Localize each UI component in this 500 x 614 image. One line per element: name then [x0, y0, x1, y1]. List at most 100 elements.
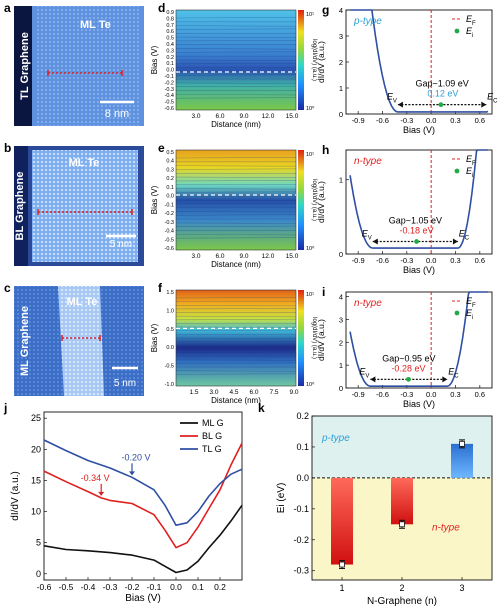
ei-value: 0.12 eV	[427, 89, 458, 99]
y-tick-label: 25	[31, 413, 41, 423]
y-tick-label: 0.1	[166, 61, 174, 67]
y-tick-label: -0.6	[165, 246, 174, 252]
panel-a: a ML Te TL Graphene 8 nm	[4, 1, 144, 126]
panel-letter: a	[4, 1, 11, 15]
y-tick-label: 0.5	[166, 327, 174, 333]
y-tick-label: 0.7	[166, 23, 174, 29]
y-tick-label: 0.4	[166, 42, 174, 48]
ei-value: -0.18 eV	[400, 226, 434, 236]
y-tick-label: -0.2	[165, 80, 174, 86]
y-tick-label: -0.2	[165, 211, 174, 217]
y-tick-label: 2	[339, 338, 343, 347]
spectrum-curve	[350, 9, 489, 113]
colorbar	[298, 290, 304, 386]
x-tick-label: 1.5	[189, 389, 198, 396]
legend-ef: EF	[466, 14, 476, 27]
x-tick-label: -0.3	[400, 256, 413, 265]
substrate-label: BL Graphene	[14, 172, 26, 241]
data-point	[459, 440, 465, 447]
scale-label: 5 nm	[110, 239, 132, 250]
bar-n2	[391, 477, 413, 525]
x-tick-label: -0.1	[147, 582, 162, 592]
x-tick-label: 0.3	[450, 390, 460, 399]
x-tick-label: -0.6	[376, 116, 389, 125]
x-tick-label: -0.6	[376, 390, 389, 399]
x-axis-label: Bias (V)	[403, 265, 435, 275]
colorbar-min: 10⁰	[306, 105, 315, 112]
legend-entry: ML G	[202, 418, 224, 428]
colorbar	[298, 150, 304, 250]
x-axis-label: Bias (V)	[403, 399, 435, 409]
panel-b: b ML Te BL Graphene 5 nm	[4, 141, 144, 266]
legend-ef: EF	[466, 296, 476, 309]
intrinsic-level-marker	[406, 376, 411, 382]
ev-label: EV	[359, 366, 369, 379]
y-tick-label: 1	[339, 361, 343, 370]
data-point	[399, 521, 405, 528]
y-tick-label: 0.2	[296, 411, 309, 421]
x-tick-label: 3.0	[191, 253, 200, 260]
dIdV-spectra: g 0 1 2 3 4 -0.9 -0.6 -0.3 0.0 0.3 0.6 Bias (V) dI/dV…	[316, 3, 498, 409]
plot-frame	[345, 149, 493, 255]
x-tick-label: -0.3	[103, 582, 118, 592]
x-tick-label: 3.0	[209, 389, 218, 396]
colorbar-max: 10¹	[306, 152, 314, 158]
y-tick-label: 0.6	[166, 29, 174, 35]
gap-value: Gap~0.95 eV	[382, 353, 435, 363]
substrate-label: TL Graphene	[19, 32, 31, 100]
y-tick-label: 0.3	[166, 167, 174, 173]
y-tick-label: 0	[339, 384, 343, 393]
y-tick-label: -0.5	[165, 364, 174, 370]
x-tick-label: -0.9	[352, 390, 365, 399]
doping-type-label: n-type	[354, 156, 382, 167]
panel-g: g 0 1 2 3 4 -0.9 -0.6 -0.3 0.0 0.3 0.6 Bias (V) dI/dV…	[316, 3, 498, 135]
x-axis-label: Distance (nm)	[211, 120, 261, 129]
panel-d: d 0.90.80.70.60.50.40.30.20.10.0-0.1-0.2-…	[150, 1, 317, 129]
data-point	[339, 561, 345, 568]
panel-f: f 1.51.00.50.0-0.5-1.01.5 3.0 4.5 6.0 7.5 9.0D…	[150, 281, 317, 405]
x-tick-label: 0.3	[450, 256, 460, 265]
y-tick-label: 5	[36, 538, 41, 548]
legend-ei: Ei	[466, 166, 473, 179]
series-line-ml-g	[43, 504, 243, 574]
ev-label: EV	[387, 92, 397, 105]
x-tick-label: 6.0	[249, 389, 258, 396]
doping-type-label: p-type	[353, 16, 382, 27]
x-tick-label: 0.0	[426, 390, 436, 399]
x-tick-label: -0.3	[400, 390, 413, 399]
p-type-label: p-type	[321, 433, 350, 444]
panel-letter: k	[258, 401, 265, 415]
colorbar-label: log(dI/dV) (a.u.)	[311, 179, 317, 221]
x-axis-label: N-Graphene (n)	[367, 596, 437, 607]
y-tick-label: -0.6	[165, 106, 174, 112]
legend-ef: EF	[466, 154, 476, 167]
legend-entry: TL G	[202, 444, 222, 454]
plot-frame	[43, 411, 243, 581]
x-tick-label: -0.3	[400, 116, 413, 125]
x-tick-label: 0.6	[475, 256, 485, 265]
y-tick-label: 4	[339, 6, 343, 15]
y-tick-label: -0.5	[165, 100, 174, 106]
y-tick-label: 0.4	[166, 159, 174, 165]
x-axis-label: Distance (nm)	[211, 396, 261, 405]
panel-c: c ML Te ML Graphene 5 nm	[4, 281, 144, 396]
x-tick-label: 0.0	[426, 116, 436, 125]
annotation-bl: -0.34 V	[81, 473, 110, 483]
y-tick-label: 0	[339, 110, 343, 119]
ev-label: EV	[362, 229, 372, 242]
spectrum-curve	[349, 291, 488, 387]
y-tick-label: 0.5	[166, 36, 174, 42]
bar-n3	[451, 443, 473, 478]
ec-label: EC	[459, 229, 470, 242]
y-tick-label: 15	[31, 475, 41, 485]
panel-letter: f	[158, 281, 163, 295]
x-tick-label: 9.0	[289, 389, 298, 396]
y-tick-label: 0.1	[166, 185, 174, 191]
y-tick-label: -0.4	[165, 93, 174, 99]
legend-ei: Ei	[466, 308, 473, 321]
panel-letter: b	[4, 141, 11, 155]
y-tick-label: 0.3	[166, 48, 174, 54]
gap-value: Gap~1.05 eV	[389, 216, 442, 226]
x-tick-label: -0.6	[376, 256, 389, 265]
x-tick-label: 7.5	[269, 389, 278, 396]
